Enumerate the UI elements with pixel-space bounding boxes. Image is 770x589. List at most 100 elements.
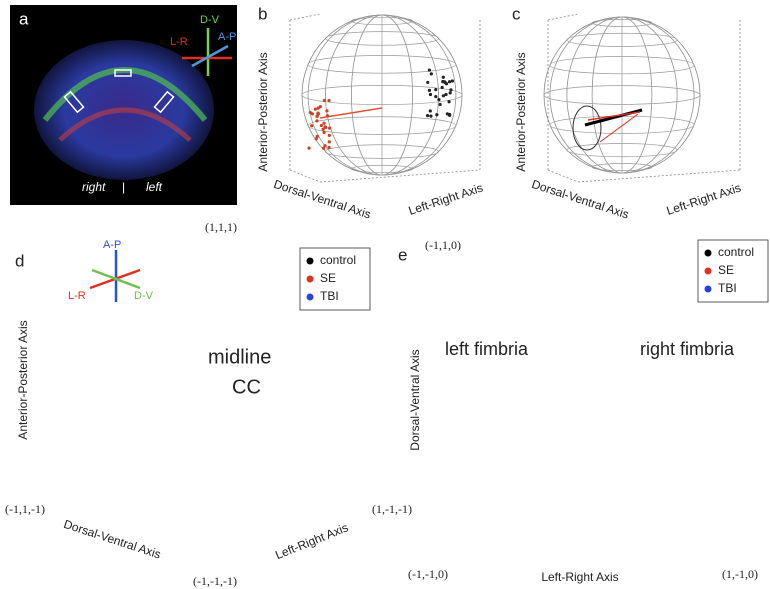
arrow-label: D-V (134, 290, 154, 302)
point (320, 124, 323, 127)
sphere-b (290, 14, 480, 182)
legend-marker (705, 268, 712, 275)
point (310, 124, 313, 127)
axis-label: Dorsal-Ventral Axis (62, 517, 163, 562)
cluster-ring (573, 106, 601, 150)
axis-label: Anterior-Posterior Axis (514, 52, 528, 171)
legend: control SE TBI (300, 248, 370, 310)
arrow-label: A-P (218, 31, 236, 43)
divider: | (122, 180, 125, 194)
point (322, 128, 325, 131)
point (444, 93, 447, 96)
point (316, 111, 319, 114)
point (441, 86, 444, 89)
point (325, 109, 328, 112)
point (314, 107, 317, 110)
box-edge (548, 14, 578, 20)
panel-letter: e (398, 245, 407, 264)
box-edge (290, 170, 320, 182)
point (316, 135, 319, 138)
corner-label: (-1,1,0) (425, 238, 461, 252)
point (435, 113, 438, 116)
point (428, 68, 431, 71)
side-label: right (82, 180, 106, 194)
point (323, 99, 326, 102)
corner-label: (-1,1,-1) (5, 502, 45, 516)
point (327, 146, 330, 149)
point (327, 99, 330, 102)
point (429, 109, 432, 112)
annotation: right fimbria (640, 339, 735, 359)
point (426, 114, 429, 117)
annotation: CC (232, 376, 261, 398)
legend-marker (705, 286, 712, 293)
annotation: left fimbria (445, 339, 529, 359)
point (437, 98, 440, 101)
figure: a D-V A-P L-R right | left b Anterior-Po… (0, 0, 770, 589)
point (322, 122, 325, 125)
legend-marker (307, 294, 314, 301)
point (315, 119, 318, 122)
legend: control SE TBI (698, 240, 768, 302)
point (328, 127, 331, 130)
point (430, 72, 433, 75)
axis-label: Dorsal-Ventral Axis (408, 349, 422, 450)
point (319, 105, 322, 108)
axis-label: Anterior-Posterior Axis (16, 320, 30, 439)
axis-label: Anterior-Posterior Axis (256, 52, 270, 171)
point (426, 81, 429, 84)
point (315, 115, 318, 118)
point (448, 114, 451, 117)
point (442, 76, 445, 79)
legend-label: SE (718, 263, 734, 277)
point (434, 95, 437, 98)
legend-label: SE (320, 271, 336, 285)
point (322, 147, 325, 150)
point (448, 80, 451, 83)
legend-label: TBI (718, 281, 737, 295)
legend-label: control (718, 245, 754, 259)
point (443, 80, 446, 83)
annotation: midline (208, 346, 271, 368)
axis-label: Left-Right Axis (407, 181, 485, 218)
legend-marker (705, 250, 712, 257)
point (428, 89, 431, 92)
axis-label: Left-Right Axis (665, 181, 743, 218)
arrow-label: A-P (103, 239, 121, 251)
point (439, 103, 442, 106)
panel-letter: d (15, 251, 24, 270)
point (447, 100, 450, 103)
side-label: left (146, 180, 163, 194)
corner-label: (1,-1,0) (722, 567, 758, 581)
arrow-label: D-V (200, 14, 220, 26)
axis-label: Left-Right Axis (273, 520, 350, 562)
arrow-label: L-R (68, 290, 86, 302)
axis-label: Left-Right Axis (541, 570, 618, 584)
corner-label: (1,-1,-1) (372, 502, 412, 516)
point (434, 88, 437, 91)
axis-label: Dorsal-Ventral Axis (530, 177, 631, 222)
panel-letter: a (19, 9, 29, 28)
point (429, 93, 432, 96)
box-edge (578, 170, 740, 182)
point (451, 79, 454, 82)
corner-label: (-1,-1,-1) (193, 574, 237, 588)
sphere-c (544, 14, 740, 182)
arrow-label: L-R (170, 36, 188, 48)
point (328, 134, 331, 137)
legend-label: control (320, 253, 356, 267)
point (328, 140, 331, 143)
point (309, 111, 312, 114)
box-edge (290, 14, 320, 20)
legend-label: TBI (320, 289, 339, 303)
box-edge (548, 170, 578, 182)
point (449, 88, 452, 91)
legend-marker (307, 258, 314, 265)
axis-label: Dorsal-Ventral Axis (272, 177, 373, 222)
point (449, 91, 452, 94)
panel-letter: c (512, 4, 521, 23)
legend-marker (307, 276, 314, 283)
point (322, 131, 325, 134)
point (429, 114, 432, 117)
panel-letter: b (258, 4, 267, 23)
